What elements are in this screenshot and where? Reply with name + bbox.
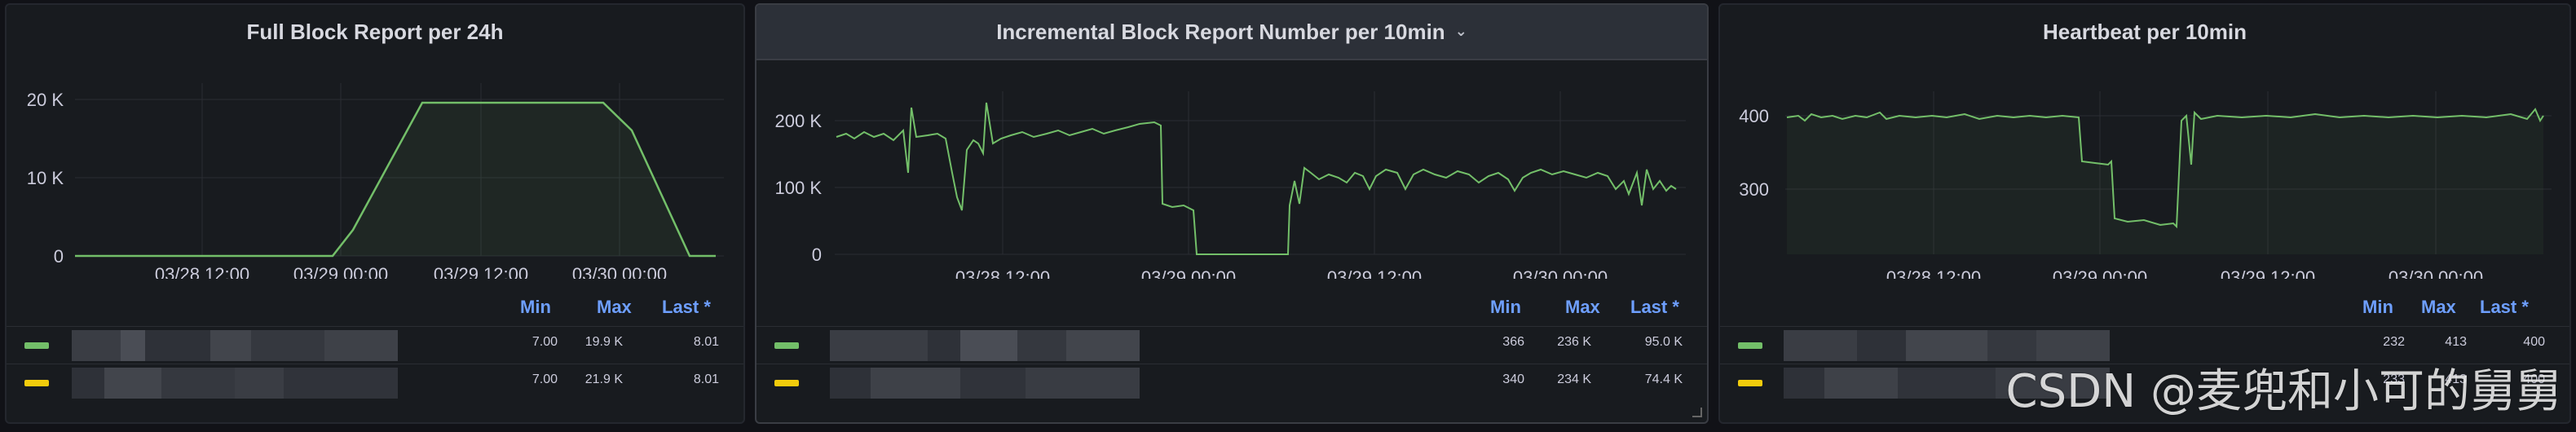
legend-header-max[interactable]: Max <box>2421 297 2456 317</box>
panel-heartbeat[interactable]: Heartbeat per 10min 400 300 03/28 12:00 … <box>1718 3 2571 424</box>
legend-last: 8.01 <box>693 372 719 386</box>
chart-incremental-block-report[interactable]: 200 K 100 K 0 03/28 12:00 03/29 00:00 03… <box>756 59 1709 279</box>
watermark-text: CSDN @麦兜和小可的舅舅 <box>2005 365 2561 418</box>
legend-last: 95.0 K <box>1644 335 1683 349</box>
series-swatch <box>774 380 799 386</box>
chart-full-block-report[interactable]: 20 K 10 K 0 03/28 12:00 03/29 00:00 03/2… <box>7 59 745 279</box>
series-area <box>75 103 716 256</box>
legend-header-max[interactable]: Max <box>1565 297 1600 317</box>
legend-max: 19.9 K <box>584 335 623 349</box>
series-swatch <box>24 380 49 386</box>
series-swatch <box>774 342 799 349</box>
legend-min: 340 <box>1502 372 1524 386</box>
x-tick: 03/30 00:00 <box>2389 267 2483 279</box>
legend-header-min[interactable]: Min <box>520 297 551 317</box>
redacted-series-name <box>830 368 1140 399</box>
legend-row[interactable]: 232 413 400 <box>1720 326 2569 363</box>
y-tick: 0 <box>54 246 64 267</box>
legend-last: 74.4 K <box>1644 372 1683 386</box>
panel-incremental-block-report[interactable]: Incremental Block Report Number per 10mi… <box>755 3 1709 424</box>
chart-heartbeat[interactable]: 400 300 03/28 12:00 03/29 00:00 03/29 12… <box>1720 59 2571 279</box>
legend-row[interactable]: 340 234 K 74.4 K <box>756 364 1707 400</box>
legend-min: 233 <box>2383 372 2405 386</box>
legend-header-last[interactable]: Last * <box>1630 297 1679 317</box>
panel-full-block-report[interactable]: Full Block Report per 24h 20 K 10 K 0 03… <box>5 3 745 424</box>
series-line <box>75 101 716 258</box>
panel-title[interactable]: Full Block Report per 24h <box>246 19 504 44</box>
legend-header-max[interactable]: Max <box>597 297 632 317</box>
legend-min: 7.00 <box>532 372 558 386</box>
y-tick: 100 K <box>775 178 823 198</box>
y-tick: 200 K <box>775 111 823 131</box>
legend-header-last[interactable]: Last * <box>662 297 711 317</box>
legend-max: 21.9 K <box>584 372 623 386</box>
redacted-series-name <box>72 368 398 399</box>
y-tick: 10 K <box>27 168 64 188</box>
y-tick: 20 K <box>27 90 64 110</box>
legend-min: 7.00 <box>532 335 558 349</box>
series-swatch <box>1738 342 1762 349</box>
series-swatch <box>1738 380 1762 386</box>
x-tick: 03/28 12:00 <box>955 267 1050 279</box>
legend-max: 234 K <box>1557 372 1591 386</box>
x-tick: 03/29 12:00 <box>1327 267 1422 279</box>
x-tick: 03/30 00:00 <box>1513 267 1608 279</box>
y-tick: 0 <box>812 245 822 265</box>
resize-handle[interactable] <box>1692 408 1702 417</box>
legend-header-min[interactable]: Min <box>2362 297 2393 317</box>
panel-title[interactable]: Incremental Block Report Number per 10mi… <box>756 5 1707 60</box>
legend-last: 400 <box>2523 335 2545 349</box>
redacted-series-name <box>1784 330 2110 361</box>
x-tick: 03/29 00:00 <box>2053 267 2147 279</box>
legend-last: 400 <box>2523 372 2545 386</box>
legend-row[interactable]: 7.00 19.9 K 8.01 <box>7 326 743 363</box>
x-tick: 03/29 00:00 <box>1141 267 1236 279</box>
legend-min: 366 <box>1502 335 1524 349</box>
series-line <box>1786 108 2544 229</box>
redacted-series-name <box>1784 368 2110 399</box>
x-tick: 03/28 12:00 <box>155 264 249 279</box>
y-tick: 400 <box>1739 106 1769 126</box>
series-swatch <box>24 342 49 349</box>
legend-max: 236 K <box>1557 335 1591 349</box>
chevron-down-icon[interactable]: ⌄ <box>1454 22 1467 39</box>
x-tick: 03/30 00:00 <box>572 264 667 279</box>
legend-min: 232 <box>2383 335 2405 349</box>
y-tick: 300 <box>1739 179 1769 200</box>
legend-row[interactable]: 233 413 400 <box>1720 364 2569 400</box>
legend-max: 413 <box>2445 335 2467 349</box>
legend-row[interactable]: 7.00 21.9 K 8.01 <box>7 364 743 400</box>
legend-row[interactable]: 366 236 K 95.0 K <box>756 326 1707 363</box>
legend-max: 413 <box>2445 372 2467 386</box>
x-tick: 03/29 00:00 <box>293 264 388 279</box>
redacted-series-name <box>830 330 1140 361</box>
legend-last: 8.01 <box>693 335 719 349</box>
x-tick: 03/28 12:00 <box>1886 267 1981 279</box>
legend-header-last[interactable]: Last * <box>2480 297 2529 317</box>
x-tick: 03/29 12:00 <box>434 264 528 279</box>
legend-header-min[interactable]: Min <box>1490 297 1521 317</box>
redacted-series-name <box>72 330 398 361</box>
panel-title[interactable]: Heartbeat per 10min <box>2043 19 2247 44</box>
series-area <box>1787 116 2543 254</box>
series-line <box>836 102 1677 255</box>
x-tick: 03/29 12:00 <box>2221 267 2315 279</box>
